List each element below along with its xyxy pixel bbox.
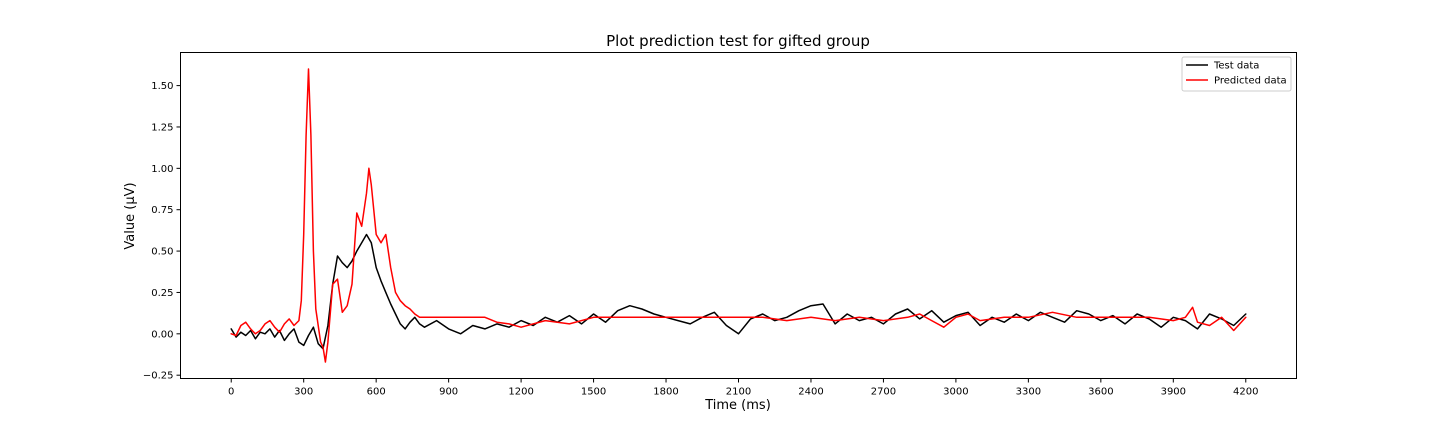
x-tick-label: 3900 [1161,387,1186,398]
y-axis-title: Value (µV) [123,182,138,249]
legend-label-predicted-data: Predicted data [1214,76,1287,87]
legend-box [1181,56,1292,92]
series-line-predicted-data [230,68,1247,363]
y-tick-label: 0.75 [151,205,173,216]
x-tick-label: 3600 [1088,387,1113,398]
x-tick-label: 1800 [653,387,678,398]
y-tick-label: 0.50 [151,247,173,258]
y-axis: −0.25 0.00 0.25 0.50 0.75 1.00 1.25 1.50 [143,81,181,382]
x-tick-label: 2700 [871,387,896,398]
x-tick-label: 4200 [1233,387,1258,398]
y-tick-label: −0.25 [143,371,174,382]
series-line-test-data [230,233,1247,350]
series-layer [230,68,1247,363]
x-tick-label: 1500 [581,387,606,398]
y-tick-label: 0.00 [151,329,173,340]
x-tick-label: 0 [228,387,234,398]
chart-title: Plot prediction test for gifted group [606,32,870,50]
y-tick-label: 1.50 [151,81,173,92]
x-tick-label: 2400 [798,387,823,398]
y-tick-label: 0.25 [151,288,173,299]
x-tick-label: 600 [367,387,386,398]
x-tick-label: 300 [294,387,313,398]
x-tick-label: 2100 [726,387,751,398]
x-tick-label: 900 [439,387,458,398]
x-axis-title: Time (ms) [704,398,771,413]
legend-label-test-data: Test data [1213,61,1259,72]
legend: Test data Predicted data [1181,56,1292,92]
x-tick-label: 1200 [508,387,533,398]
y-tick-label: 1.25 [151,122,173,133]
x-tick-label: 3300 [1016,387,1041,398]
x-tick-label: 3000 [943,387,968,398]
x-axis: 0 300 600 900 1200 1500 1800 2100 2400 2700 3000 33… [228,378,1258,398]
y-tick-label: 1.00 [151,164,173,175]
